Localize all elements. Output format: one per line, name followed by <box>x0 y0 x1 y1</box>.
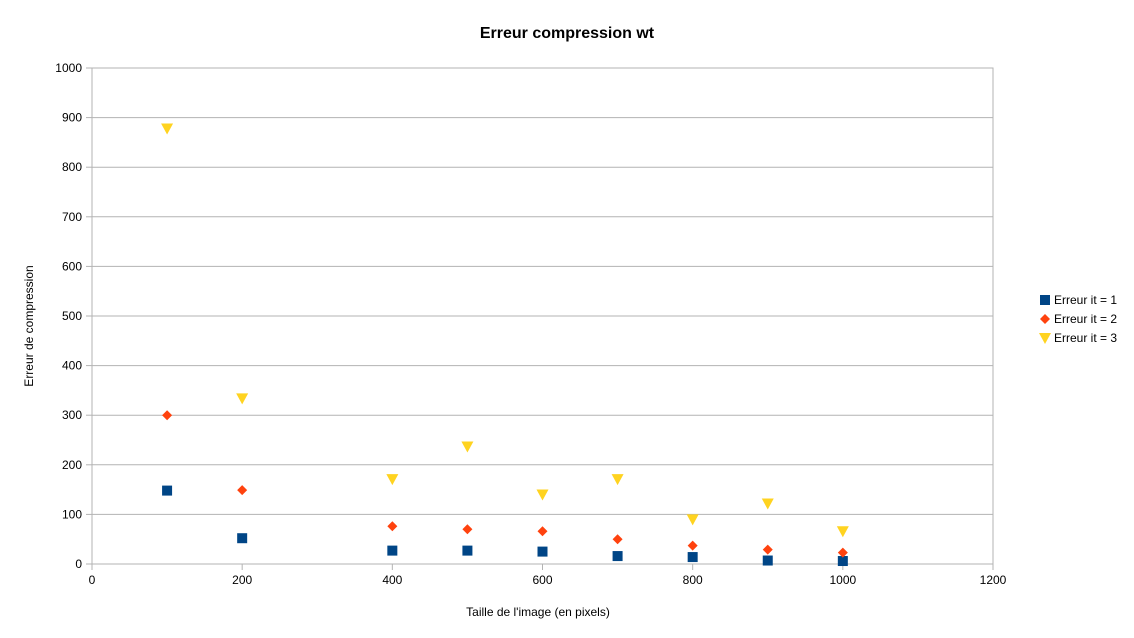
data-point <box>762 544 773 555</box>
x-tick-label: 400 <box>382 573 402 587</box>
legend-marker <box>1039 333 1051 344</box>
data-point <box>461 441 474 453</box>
data-point <box>237 533 248 544</box>
data-point <box>237 485 248 496</box>
data-point <box>162 485 173 496</box>
x-tick-label: 1000 <box>829 573 856 587</box>
data-point <box>536 489 549 501</box>
y-tick-label: 0 <box>75 557 82 571</box>
legend: Erreur it = 1 Erreur it = 2 Erreur it = 3 <box>1039 293 1117 345</box>
data-point <box>386 474 399 486</box>
chart-title: Erreur compression wt <box>480 25 655 42</box>
legend-label: Erreur it = 3 <box>1054 331 1117 345</box>
legend-item-3: Erreur it = 3 <box>1039 331 1117 345</box>
data-point <box>537 546 548 557</box>
x-tick-label: 600 <box>532 573 552 587</box>
x-axis-label: Taille de l'image (en pixels) <box>466 605 610 619</box>
y-axis-label: Erreur de compression <box>22 265 36 386</box>
data-point <box>687 540 698 551</box>
data-point <box>611 474 624 486</box>
legend-label: Erreur it = 2 <box>1054 312 1117 326</box>
y-tick-label: 500 <box>62 309 82 323</box>
data-point <box>537 526 548 537</box>
y-tick-label: 900 <box>62 111 82 125</box>
data-point <box>462 545 473 556</box>
series-2 <box>162 410 848 558</box>
data-point <box>836 526 849 538</box>
y-tick-label: 600 <box>62 259 82 273</box>
data-point <box>387 545 398 556</box>
data-point <box>236 393 249 405</box>
data-point <box>837 547 848 558</box>
y-tick-label: 300 <box>62 408 82 422</box>
y-tick-label: 200 <box>62 458 82 472</box>
y-tick-label: 400 <box>62 359 82 373</box>
data-point <box>687 552 698 563</box>
x-tick-label: 200 <box>232 573 252 587</box>
y-axis-ticks: 0 100 200 300 400 500 600 700 800 900 1000 <box>55 61 92 571</box>
legend-item-2: Erreur it = 2 <box>1040 312 1117 326</box>
x-tick-label: 1200 <box>980 573 1007 587</box>
legend-marker <box>1040 295 1050 305</box>
data-point <box>462 524 473 535</box>
x-tick-label: 0 <box>89 573 96 587</box>
y-tick-label: 700 <box>62 210 82 224</box>
data-point <box>612 534 623 545</box>
legend-item-1: Erreur it = 1 <box>1040 293 1117 307</box>
data-point <box>762 555 773 566</box>
data-points <box>161 123 849 567</box>
legend-label: Erreur it = 1 <box>1054 293 1117 307</box>
x-axis-ticks: 0 200 400 600 800 1000 1200 <box>89 564 1007 587</box>
y-tick-label: 100 <box>62 507 82 521</box>
legend-marker <box>1040 314 1050 324</box>
x-tick-label: 800 <box>683 573 703 587</box>
data-point <box>761 498 774 510</box>
data-point <box>612 551 623 562</box>
data-point <box>387 521 398 532</box>
y-tick-label: 800 <box>62 160 82 174</box>
y-tick-label: 1000 <box>55 61 82 75</box>
series-3 <box>161 123 849 538</box>
data-point <box>837 556 848 567</box>
data-point <box>686 514 699 526</box>
series-1 <box>162 485 848 567</box>
data-point <box>161 123 174 135</box>
data-point <box>162 410 173 421</box>
